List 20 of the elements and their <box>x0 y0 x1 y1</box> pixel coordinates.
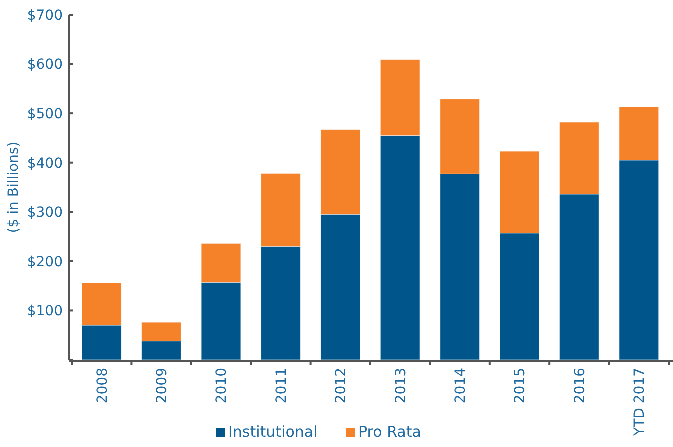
y-tick-label: $200 <box>27 254 63 270</box>
y-tick-label: $100 <box>27 304 63 320</box>
y-tick-label: $300 <box>27 205 63 222</box>
y-axis-title: ($ in Billions) <box>6 142 22 234</box>
y-tick-label: $400 <box>27 156 63 172</box>
x-tick-label: 2008 <box>94 368 111 404</box>
legend-label: Pro Rata <box>358 423 422 441</box>
x-tick-label: 2012 <box>334 368 350 404</box>
x-tick-label: 2009 <box>154 368 170 404</box>
y-tick-label: $700 <box>27 8 63 24</box>
x-tick-label: 2014 <box>452 368 469 404</box>
x-tick-label: 2011 <box>274 368 290 404</box>
x-tick-label: 2016 <box>572 368 588 404</box>
y-tick-label: $500 <box>27 106 63 122</box>
x-tick-label: 2013 <box>393 368 410 404</box>
x-tick-label: 2015 <box>512 368 529 404</box>
x-tick-label: 2010 <box>214 368 230 404</box>
y-tick-label: $600 <box>27 57 63 74</box>
legend-label: Institutional <box>228 423 318 441</box>
x-tick-label: YTD 2017 <box>632 368 648 437</box>
